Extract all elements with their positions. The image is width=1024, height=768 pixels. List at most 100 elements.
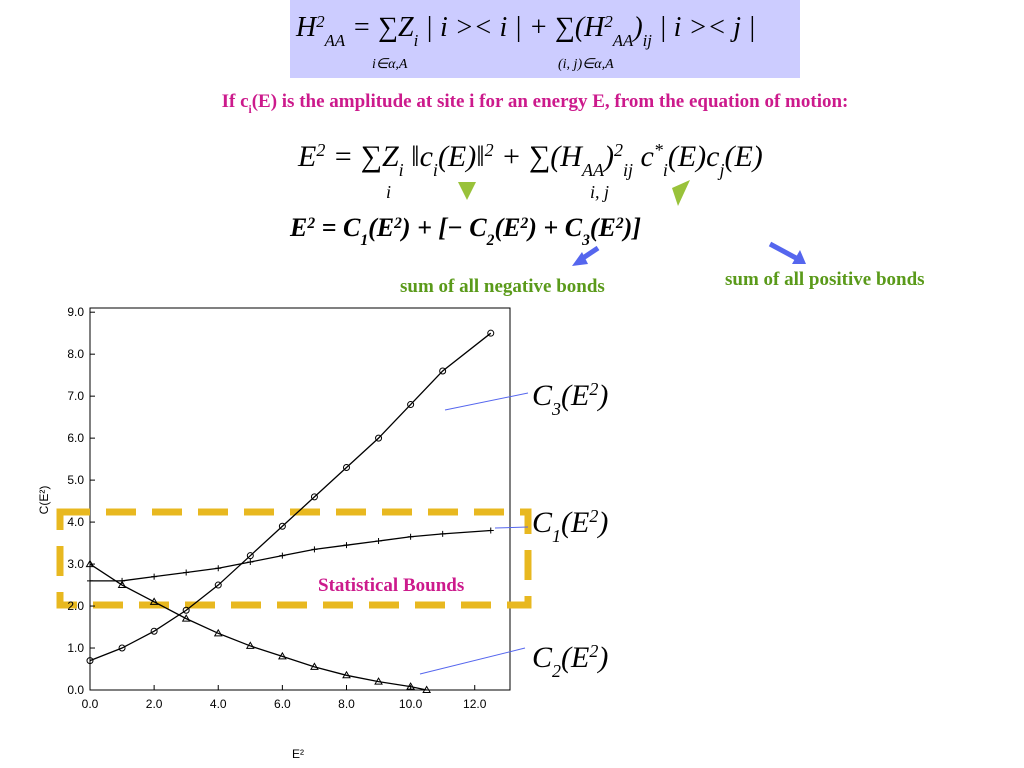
x-tick-label: 6.0 — [274, 697, 291, 711]
plot-frame — [89, 307, 511, 691]
segment: (E — [590, 213, 616, 242]
segment: j — [717, 160, 724, 180]
segment: 3 — [581, 232, 590, 249]
x-tick-label: 2.0 — [146, 697, 163, 711]
segment: 1 — [552, 526, 561, 546]
marker — [375, 537, 382, 544]
segment: = ∑Z — [325, 140, 399, 173]
segment: 2 — [486, 232, 495, 249]
segment: (E) is the amplitude at site i for an en… — [252, 91, 849, 112]
marker — [149, 597, 159, 605]
segment: ) — [596, 506, 608, 539]
segment: ) — [596, 641, 608, 674]
blue-arrow — [768, 241, 798, 261]
marker — [151, 573, 158, 580]
pointer — [494, 526, 529, 529]
marker — [215, 565, 222, 572]
curve-label: C3(E2) — [532, 379, 608, 419]
marker — [310, 493, 318, 501]
y-tick-label: 3.0 — [67, 557, 84, 571]
marker — [310, 662, 319, 670]
y-tick-label: 2.0 — [67, 599, 84, 613]
fit-line — [89, 563, 427, 691]
segment: (E — [368, 213, 394, 242]
segment: ij — [623, 160, 633, 180]
segment: E — [297, 140, 316, 173]
segment: = ∑Z — [345, 12, 414, 43]
green-arrow — [458, 182, 476, 200]
segment: (E)c — [668, 140, 720, 173]
segment: 2 — [604, 12, 613, 31]
marker — [342, 464, 350, 472]
segment: (E) — [724, 140, 762, 173]
segment: | i >< i | + ∑(H — [418, 12, 606, 43]
segment: 2 — [316, 140, 325, 160]
segment: i — [414, 31, 419, 50]
marker — [439, 367, 447, 375]
equation-box — [290, 0, 800, 78]
x-tick-label: 0.0 — [82, 697, 99, 711]
equation-3: E2 = C1(E2) + [− C2(E2) + C3(E2)] — [289, 213, 641, 249]
marker — [117, 580, 127, 589]
y-tick-label: 5.0 — [67, 473, 84, 487]
marker — [247, 558, 254, 565]
segment: i — [399, 160, 404, 180]
heading: If ci(E) is the amplitude at site i for … — [222, 91, 849, 116]
y-tick-label: 6.0 — [67, 431, 84, 445]
marker — [279, 552, 286, 559]
negative-label: sum of all negative bonds — [400, 276, 605, 297]
segment: i — [433, 160, 438, 180]
marker — [183, 569, 190, 576]
marker — [375, 434, 383, 442]
blue-arrow-head — [572, 252, 588, 266]
sum-index: (i, j)∈α,A — [558, 57, 614, 72]
marker — [278, 522, 286, 530]
marker — [87, 577, 93, 584]
segment: ) — [631, 12, 642, 43]
sum-index: i∈α,A — [372, 57, 408, 72]
sum-index: i — [386, 182, 391, 202]
marker — [181, 614, 191, 622]
segment: (E — [561, 506, 589, 539]
statistical-bounds-box — [56, 508, 532, 609]
positive-label: sum of all positive bonds — [725, 269, 925, 290]
x-tick-label: 12.0 — [463, 697, 487, 711]
equation-2: E2 = ∑Zi ‖ci(E)‖2 + ∑(HAA)2ij c*i(E)cj(E… — [297, 140, 763, 180]
blue-arrow-head — [792, 250, 806, 264]
curve-label: C1(E2) — [532, 506, 608, 546]
segment: i — [249, 104, 252, 116]
fit-line — [90, 529, 491, 582]
y-tick-label: 8.0 — [67, 347, 84, 361]
segment: 3 — [551, 399, 561, 419]
equation-1: H2AA = ∑Zi | i >< i | + ∑(H2AA)ij | i ><… — [295, 12, 756, 50]
y-tick-label: 9.0 — [67, 305, 84, 319]
marker — [245, 641, 255, 649]
segment: 2 — [589, 506, 598, 526]
marker — [342, 670, 351, 679]
segment: 2 — [552, 661, 561, 681]
marker — [311, 546, 318, 553]
marker — [85, 559, 95, 568]
marker — [407, 401, 415, 409]
segment: = C — [315, 213, 361, 242]
segment: C — [532, 379, 553, 412]
segment: AA — [324, 31, 346, 50]
fit-line — [89, 332, 492, 662]
segment: ) + [− C — [400, 213, 487, 242]
segment: 2 — [589, 641, 598, 661]
x-tick-label: 8.0 — [338, 697, 355, 711]
marker — [213, 628, 223, 637]
segment: ) + C — [526, 213, 582, 242]
x-tick-label: 4.0 — [210, 697, 227, 711]
segment: 2 — [485, 140, 494, 160]
marker — [86, 657, 94, 665]
box-label: Statistical Bounds — [318, 575, 464, 596]
segment: ‖c — [404, 140, 433, 173]
sum-index: i, j — [590, 182, 609, 202]
marker — [150, 627, 158, 635]
segment: 2 — [615, 215, 624, 232]
curve-label: C2(E2) — [532, 641, 608, 681]
segment: ij — [643, 31, 653, 50]
green-arrow — [672, 180, 690, 206]
segment: 2 — [589, 379, 598, 399]
